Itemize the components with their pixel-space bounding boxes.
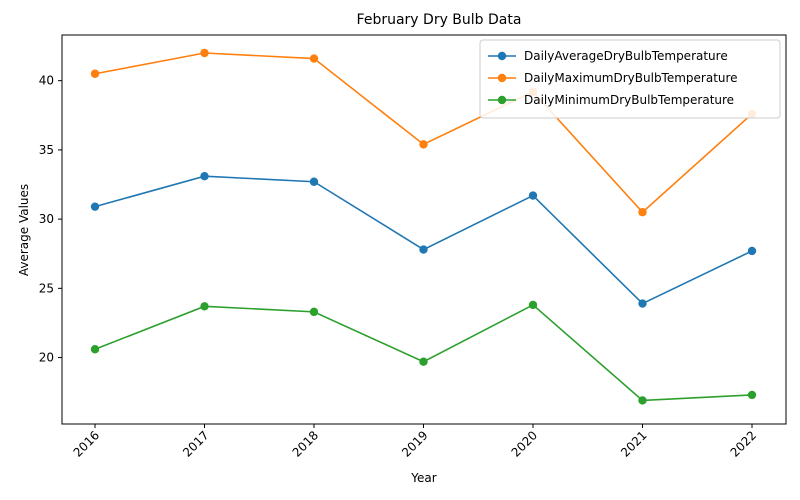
data-point [747,390,757,400]
x-tick-label: 2021 [618,428,649,459]
legend: DailyAverageDryBulbTemperature DailyMaxim… [479,39,781,119]
data-point [309,177,319,186]
legend-label: DailyAverageDryBulbTemperature [524,49,728,63]
series-line [94,175,753,305]
data-point [90,345,100,354]
data-point [419,357,428,366]
legend-marker [497,51,507,61]
data-point [638,396,647,405]
legend-label: DailyMaximumDryBulbTemperature [524,71,738,85]
x-tick-label: 2019 [399,428,430,459]
data-point [309,54,319,63]
series-1 [90,172,757,308]
data-point [638,299,647,308]
y-tick-label: 40 [39,74,54,88]
x-tick-label: 2018 [290,428,321,459]
data-point [90,69,100,78]
x-tick-label: 2016 [71,428,102,459]
series-line [94,303,753,402]
y-tick-label: 30 [39,212,54,226]
y-axis-label: Average Values [17,184,31,276]
legend-marker [497,73,507,83]
data-point [200,48,209,58]
data-point [638,207,647,217]
legend-item: DailyAverageDryBulbTemperature [488,49,728,63]
legend-item: DailyMaximumDryBulbTemperature [488,71,738,85]
x-tick-label: 2020 [509,428,540,459]
data-point [200,302,209,311]
legend-marker [497,95,507,105]
data-point [200,172,209,181]
data-point [747,246,757,256]
legend-item: DailyMinimumDryBulbTemperature [488,93,734,107]
series-3 [90,300,757,405]
data-point [90,202,100,211]
y-tick-label: 25 [39,281,54,295]
data-point [419,140,428,149]
y-tick-label: 20 [39,351,54,365]
legend-label: DailyMinimumDryBulbTemperature [524,93,734,107]
data-point [419,245,428,254]
x-tick-label: 2022 [728,428,759,459]
y-tick-label: 35 [39,143,54,157]
legend-box [479,39,781,119]
data-point [528,191,538,200]
data-point [309,307,319,317]
chart-title: February Dry Bulb Data [357,12,522,28]
x-tick-label: 2017 [180,428,211,459]
data-point [528,300,538,310]
x-axis-label: Year [410,471,436,485]
